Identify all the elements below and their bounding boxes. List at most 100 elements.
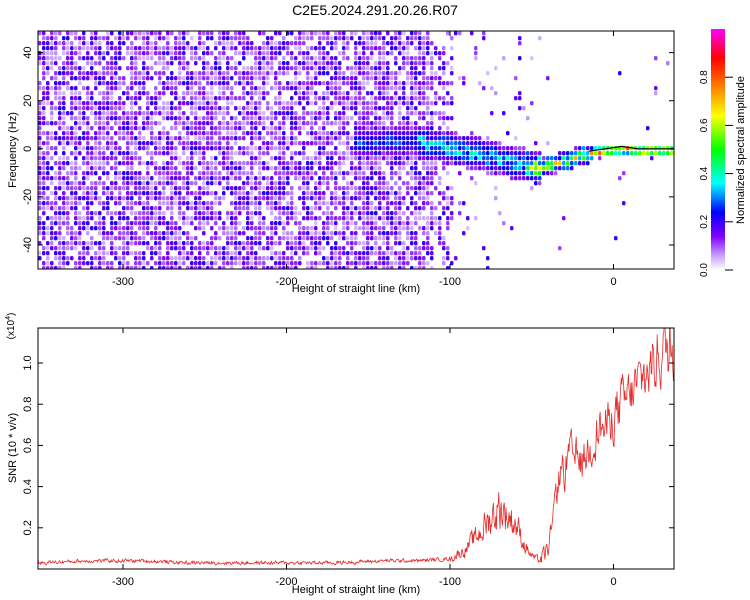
heatmap-cell [262, 256, 266, 261]
heatmap-cell [218, 86, 222, 91]
heatmap-cell [42, 116, 46, 121]
heatmap-cell [38, 251, 42, 256]
spectrogram-y-tick-label: 0 [22, 146, 34, 152]
heatmap-cell [362, 111, 366, 116]
heatmap-cell [398, 161, 402, 166]
heatmap-cell [314, 216, 318, 221]
snr-multiplier-close: ) [6, 313, 17, 316]
heatmap-cell [234, 36, 238, 41]
heatmap-cell [222, 226, 226, 231]
heatmap-cell [646, 126, 650, 131]
heatmap-cell [434, 166, 438, 171]
heatmap-cell [386, 131, 390, 136]
heatmap-cell [390, 41, 394, 46]
heatmap-cell [370, 96, 374, 101]
heatmap-cell [434, 71, 438, 76]
heatmap-cell [210, 51, 214, 56]
heatmap-cell [182, 221, 186, 226]
heatmap-cell [394, 76, 398, 81]
heatmap-cell [218, 181, 222, 186]
heatmap-cell [166, 161, 170, 166]
heatmap-cell [402, 201, 406, 206]
heatmap-cell [182, 251, 186, 256]
heatmap-cell [46, 81, 50, 86]
heatmap-cell [146, 96, 150, 101]
heatmap-cell [386, 126, 390, 131]
heatmap-cell [210, 211, 214, 216]
heatmap-cell [74, 91, 78, 96]
heatmap-cell [318, 141, 322, 146]
heatmap-cell [346, 56, 350, 61]
heatmap-cell [170, 151, 174, 156]
heatmap-cell [442, 96, 446, 101]
heatmap-cell [618, 176, 622, 181]
heatmap-cell [318, 106, 322, 111]
heatmap-cell [66, 36, 70, 41]
heatmap-cell [202, 146, 206, 151]
heatmap-cell [270, 226, 274, 231]
heatmap-cell [210, 71, 214, 76]
heatmap-cell [130, 141, 134, 146]
heatmap-cell [322, 71, 326, 76]
heatmap-cell [330, 261, 334, 266]
heatmap-cell [302, 81, 306, 86]
heatmap-cell [206, 186, 210, 191]
heatmap-cell [322, 221, 326, 226]
heatmap-cell [178, 231, 182, 236]
heatmap-cell [270, 166, 274, 171]
heatmap-cell [190, 261, 194, 266]
heatmap-cell [214, 161, 218, 166]
heatmap-cell [266, 51, 270, 56]
heatmap-cell [158, 106, 162, 111]
heatmap-cell [202, 126, 206, 131]
heatmap-cell [406, 181, 410, 186]
heatmap-cell [426, 81, 430, 86]
heatmap-cell [414, 151, 418, 156]
heatmap-cell [166, 201, 170, 206]
heatmap-cell [214, 191, 218, 196]
heatmap-cell [250, 246, 254, 251]
heatmap-cell [330, 246, 334, 251]
heatmap-cell [262, 226, 266, 231]
heatmap-cell [210, 166, 214, 171]
heatmap-cell [270, 186, 274, 191]
heatmap-cell [442, 141, 446, 146]
heatmap-cell [402, 81, 406, 86]
heatmap-cell [362, 66, 366, 71]
heatmap-cell [338, 81, 342, 86]
heatmap-cell [342, 226, 346, 231]
heatmap-cell [482, 161, 486, 166]
heatmap-cell [254, 46, 258, 51]
heatmap-cell [206, 36, 210, 41]
heatmap-cell [198, 191, 202, 196]
heatmap-cell [546, 156, 550, 161]
heatmap-cell [62, 126, 66, 131]
heatmap-cell [122, 246, 126, 251]
heatmap-cell [138, 31, 142, 36]
heatmap-cell [322, 191, 326, 196]
heatmap-cell [554, 166, 558, 171]
heatmap-cell [42, 251, 46, 256]
heatmap-cell [78, 226, 82, 231]
heatmap-cell [42, 246, 46, 251]
heatmap-cell [254, 66, 258, 71]
heatmap-cell [402, 121, 406, 126]
heatmap-cell [134, 81, 138, 86]
heatmap-cell [394, 241, 398, 246]
heatmap-cell [238, 206, 242, 211]
heatmap-cell [382, 91, 386, 96]
heatmap-cell [402, 261, 406, 266]
heatmap-cell [222, 41, 226, 46]
heatmap-cell [414, 191, 418, 196]
heatmap-cell [310, 141, 314, 146]
heatmap-cell [354, 101, 358, 106]
heatmap-cell [306, 251, 310, 256]
heatmap-cell [358, 71, 362, 76]
heatmap-cell [390, 266, 394, 269]
heatmap-cell [322, 61, 326, 66]
heatmap-cell [58, 101, 62, 106]
heatmap-cell [358, 121, 362, 126]
heatmap-cell [58, 226, 62, 231]
heatmap-cell [510, 171, 514, 176]
heatmap-cell [158, 56, 162, 61]
